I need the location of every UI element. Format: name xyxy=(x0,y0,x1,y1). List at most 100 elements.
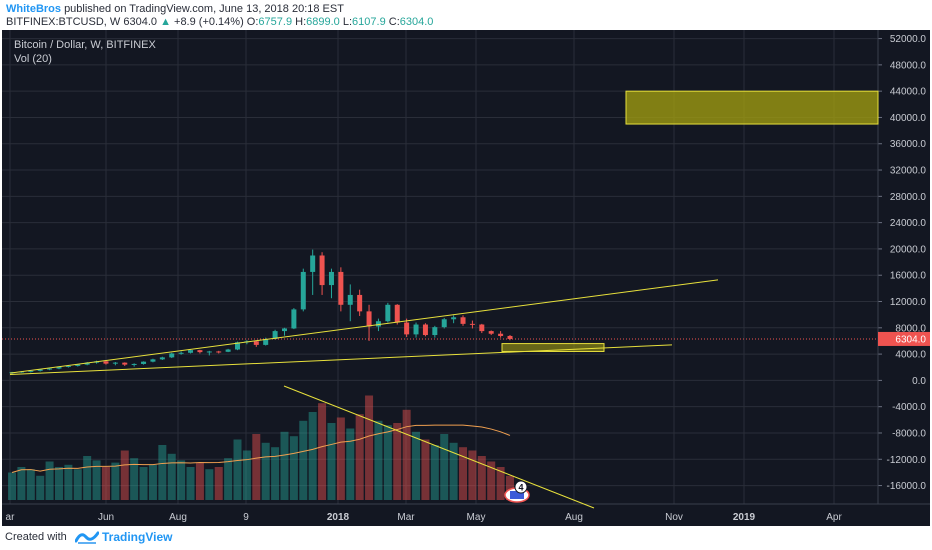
candle-body xyxy=(357,294,363,312)
volume-bar xyxy=(139,467,148,500)
y-tick-label: -12000.0 xyxy=(887,455,927,466)
candle-body xyxy=(112,362,118,364)
volume-bar xyxy=(449,442,458,500)
footer-bar: Created with TradingView xyxy=(0,526,932,550)
candle-body xyxy=(300,271,306,310)
candle-body xyxy=(159,357,165,360)
y-tick-label: 36000.0 xyxy=(890,139,927,150)
y-tick-label: 32000.0 xyxy=(890,166,927,177)
candle-body xyxy=(103,361,109,364)
candle-body xyxy=(507,335,513,339)
target-zone-box xyxy=(625,90,879,125)
x-tick-label: Jun xyxy=(98,512,114,523)
candle-body xyxy=(375,321,381,327)
candle-body xyxy=(319,255,325,286)
tradingview-brand[interactable]: TradingView xyxy=(102,530,173,544)
candle-body xyxy=(432,327,438,336)
current-price-label-bg xyxy=(878,331,930,346)
volume-bar xyxy=(214,467,223,500)
volume-bar xyxy=(393,423,402,500)
open-label: O: xyxy=(246,16,259,28)
volume-bar xyxy=(83,456,92,500)
volume-bar xyxy=(252,434,261,500)
volume-downtrend-line xyxy=(283,385,595,509)
candle-body xyxy=(488,331,494,334)
candle-body xyxy=(460,317,466,324)
low-label: L: xyxy=(342,16,353,28)
candle-body xyxy=(413,324,419,335)
upper-trendline xyxy=(9,279,719,374)
candle-body xyxy=(141,361,147,364)
tradingview-logo-icon xyxy=(75,531,99,544)
y-tick-label: 52000.0 xyxy=(890,34,927,45)
candle-body xyxy=(253,341,259,345)
volume-bar xyxy=(64,464,73,500)
volume-bar xyxy=(459,447,468,500)
volume-bar xyxy=(8,472,16,500)
volume-bar xyxy=(73,469,82,500)
lower-trendline xyxy=(9,344,673,375)
volume-bar xyxy=(92,460,101,500)
volume-legend: Vol (20) xyxy=(14,53,52,65)
volume-bar xyxy=(383,425,392,500)
chart-area[interactable]: ar Jun Aug 9 2018 Mar May Aug Nov 2019 Apr 52000.0 4… xyxy=(2,30,930,526)
volume-bar xyxy=(17,467,26,500)
candle-body xyxy=(385,304,391,322)
volume-bar xyxy=(496,467,505,500)
author-link[interactable]: WhiteBros xyxy=(6,3,61,15)
candle-body xyxy=(225,349,231,352)
volume-bar xyxy=(280,431,289,500)
candle-body xyxy=(28,370,34,372)
chart-header: WhiteBros published on TradingView.com, … xyxy=(0,0,932,30)
volume-ma-line xyxy=(11,424,511,473)
chart-canvas[interactable]: ar Jun Aug 9 2018 Mar May Aug Nov 2019 Apr 52000.0 4… xyxy=(2,30,930,526)
volume-bar xyxy=(130,458,139,500)
volume-bar xyxy=(195,462,204,500)
candle-body xyxy=(84,362,90,365)
volume-bar xyxy=(355,414,364,500)
volume-bar xyxy=(477,456,486,500)
y-tick-label: 28000.0 xyxy=(890,192,927,203)
y-tick-label: 44000.0 xyxy=(890,87,927,98)
x-tick-label: 2019 xyxy=(733,512,756,523)
volume-bar xyxy=(318,403,327,500)
y-tick-label: -16000.0 xyxy=(887,481,927,492)
up-arrow-icon: ▲ xyxy=(160,16,171,28)
y-tick-label: -8000.0 xyxy=(892,428,926,439)
volume-bar xyxy=(101,467,110,500)
candle-body xyxy=(366,311,372,327)
y-tick-label: 48000.0 xyxy=(890,60,927,71)
candle-body xyxy=(272,331,278,339)
y-tick-label: 8000.0 xyxy=(895,323,926,334)
candle-body xyxy=(479,324,485,332)
volume-bar xyxy=(233,439,242,500)
volume-bar xyxy=(158,445,167,500)
volume-bar xyxy=(412,431,421,500)
x-tick-label: ar xyxy=(6,512,16,523)
high-value: 6899.0 xyxy=(306,16,340,28)
candle-body xyxy=(197,350,203,353)
ohlc-line: BITFINEX:BTCUSD, W 6304.0 ▲ +8.9 (+0.14%… xyxy=(6,16,433,28)
volume-bar xyxy=(205,469,214,500)
candle-body xyxy=(394,304,400,323)
volume-bar xyxy=(177,460,186,500)
volume-bar xyxy=(299,420,308,500)
close-label: C: xyxy=(388,16,400,28)
candle-body xyxy=(310,255,316,272)
candle-body xyxy=(498,333,504,336)
y-tick-label: 24000.0 xyxy=(890,218,927,229)
candle-body xyxy=(75,364,81,366)
volume-bar xyxy=(111,462,120,500)
candle-body xyxy=(451,317,457,320)
current-price-label: 6304.0 xyxy=(895,334,926,345)
volume-bar xyxy=(148,464,157,500)
y-tick-label: 4000.0 xyxy=(895,350,926,361)
candle-body xyxy=(206,351,212,353)
volume-bar xyxy=(402,409,411,500)
candle-body xyxy=(169,353,175,358)
volume-bar xyxy=(36,475,45,500)
candle-body xyxy=(422,324,428,336)
volume-bar xyxy=(308,412,317,500)
candle-body xyxy=(441,319,447,328)
low-value: 6107.9 xyxy=(352,16,386,28)
